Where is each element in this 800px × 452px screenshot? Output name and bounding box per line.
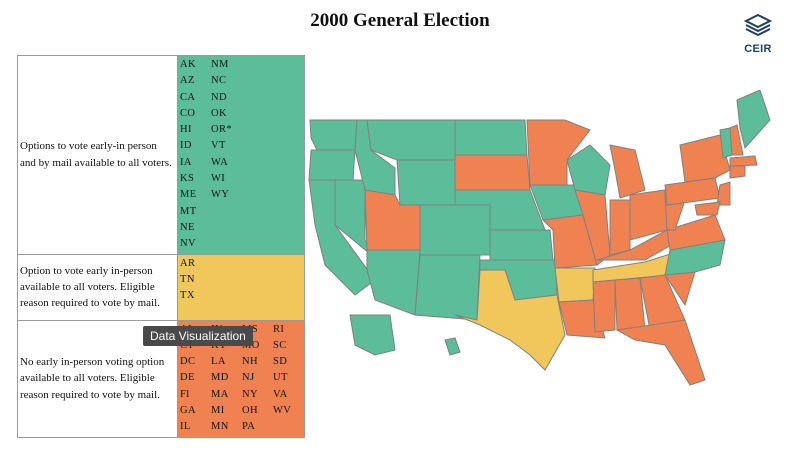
tooltip: Data Visualization bbox=[143, 326, 253, 346]
state-shape-ar[interactable] bbox=[554, 267, 596, 303]
state-abbrev: ME bbox=[180, 189, 197, 201]
legend-states-green: AK NM AZ NC CA ND CO OK HI OR* ID VT IA WA KS WI ME WY MT N… bbox=[177, 55, 305, 255]
state-abbrev bbox=[273, 419, 304, 435]
state-shape-pa[interactable] bbox=[664, 177, 721, 206]
state-abbrev: TN bbox=[180, 273, 195, 285]
page-title: 2000 General Election bbox=[310, 10, 490, 31]
state-abbrev: WY bbox=[211, 189, 230, 201]
state-abbrev: MN bbox=[211, 421, 229, 433]
state-abbrev: WI bbox=[211, 173, 226, 185]
state-abbrev: GA bbox=[180, 405, 196, 417]
stack-icon bbox=[743, 13, 773, 37]
state-abbrev: OH bbox=[242, 405, 258, 417]
ceir-logo[interactable]: CEIR bbox=[740, 13, 776, 58]
logo-text: CEIR bbox=[744, 43, 772, 55]
state-shape-ct[interactable] bbox=[729, 165, 746, 179]
state-abbrev: AZ bbox=[180, 75, 195, 87]
state-abbrev: AK bbox=[180, 59, 196, 70]
state-abbrev: OK bbox=[211, 107, 227, 119]
state-abbrev: NM bbox=[211, 59, 229, 70]
state-abbrev: VT bbox=[211, 140, 226, 152]
state-shape-nj[interactable] bbox=[716, 181, 731, 206]
state-abbrev: KS bbox=[180, 173, 195, 185]
state-abbrev: ND bbox=[211, 91, 227, 103]
state-abbrev: SD bbox=[273, 356, 288, 368]
state-abbrev: AR bbox=[180, 257, 196, 269]
state-abbrev: WV bbox=[273, 405, 292, 417]
us-map[interactable] bbox=[305, 90, 775, 390]
state-abbrev: VA bbox=[273, 388, 288, 400]
state-abbrev: TX bbox=[180, 290, 195, 302]
state-shape-hi[interactable] bbox=[444, 337, 461, 356]
state-shape-mt[interactable] bbox=[366, 119, 456, 161]
state-abbrev: PA bbox=[242, 421, 256, 433]
state-abbrev: NY bbox=[242, 388, 258, 400]
state-abbrev: NC bbox=[211, 75, 227, 87]
state-list-yellow: AR TN TX bbox=[178, 255, 304, 306]
state-abbrev bbox=[211, 220, 242, 236]
state-shape-al[interactable] bbox=[614, 277, 646, 331]
state-shape-wi[interactable] bbox=[566, 144, 611, 196]
state-abbrev: CA bbox=[180, 91, 196, 103]
state-abbrev: LA bbox=[211, 356, 226, 368]
state-abbrev: IA bbox=[180, 156, 192, 168]
state-shape-nm[interactable] bbox=[414, 254, 481, 321]
legend-desc-green: Options to vote early-in person and by m… bbox=[17, 55, 178, 255]
state-abbrev: Fl bbox=[180, 388, 190, 400]
state-abbrev: IL bbox=[180, 421, 191, 433]
state-shape-nh[interactable] bbox=[729, 124, 744, 156]
state-shape-va[interactable] bbox=[666, 214, 726, 251]
state-shape-co[interactable] bbox=[419, 204, 491, 256]
state-abbrev: WA bbox=[211, 156, 229, 168]
legend-desc-orange: No early in-person voting option availab… bbox=[17, 319, 178, 438]
legend-row-green: Options to vote early-in person and by m… bbox=[17, 55, 305, 255]
state-abbrev: NJ bbox=[242, 372, 255, 384]
state-shape-tx[interactable] bbox=[454, 269, 566, 371]
legend-states-yellow: AR TN TX bbox=[177, 253, 305, 321]
state-abbrev bbox=[211, 204, 242, 220]
state-abbrev: OR* bbox=[211, 124, 233, 136]
state-shape-az[interactable] bbox=[366, 249, 421, 316]
state-abbrev: NH bbox=[242, 356, 258, 368]
state-shape-md[interactable] bbox=[694, 201, 721, 216]
state-shape-wy[interactable] bbox=[396, 159, 456, 206]
state-abbrev: DE bbox=[180, 372, 195, 384]
state-abbrev: SC bbox=[273, 339, 287, 351]
state-abbrev: ID bbox=[180, 140, 192, 152]
state-shape-ks[interactable] bbox=[489, 229, 554, 261]
state-abbrev: RI bbox=[273, 323, 285, 335]
state-shape-mi[interactable] bbox=[609, 144, 646, 199]
state-abbrev: HI bbox=[180, 124, 192, 136]
state-abbrev: NV bbox=[180, 238, 196, 250]
state-abbrev: DC bbox=[180, 356, 196, 368]
state-shape-me[interactable] bbox=[736, 90, 771, 150]
state-shape-or[interactable] bbox=[308, 149, 356, 181]
state-shape-sd[interactable] bbox=[454, 154, 531, 191]
state-shape-in[interactable] bbox=[609, 199, 631, 256]
state-abbrev: MT bbox=[180, 205, 197, 217]
state-abbrev: UT bbox=[273, 372, 288, 384]
state-shape-ma[interactable] bbox=[729, 155, 758, 167]
state-shape-mo[interactable] bbox=[541, 214, 598, 269]
state-shape-la[interactable] bbox=[558, 299, 606, 339]
legend-table: Options to vote early-in person and by m… bbox=[17, 55, 305, 438]
state-shape-wa[interactable] bbox=[309, 119, 358, 151]
legend-row-yellow: Option to vote early in-person available… bbox=[17, 253, 305, 321]
state-abbrev: MI bbox=[211, 405, 225, 417]
state-abbrev bbox=[211, 236, 242, 252]
state-shape-nd[interactable] bbox=[454, 119, 528, 156]
state-abbrev: NE bbox=[180, 221, 195, 233]
state-abbrev: MA bbox=[211, 388, 229, 400]
state-shape-fl[interactable] bbox=[615, 319, 706, 386]
state-list-green: AK NM AZ NC CA ND CO OK HI OR* ID VT IA WA KS WI ME WY MT N… bbox=[178, 56, 304, 254]
state-abbrev: MD bbox=[211, 372, 229, 384]
state-abbrev: CO bbox=[180, 107, 196, 119]
state-shape-ny[interactable] bbox=[679, 134, 731, 183]
state-shape-ak[interactable] bbox=[349, 314, 396, 356]
legend-desc-yellow: Option to vote early in-person available… bbox=[17, 253, 178, 321]
state-shape-ms[interactable] bbox=[592, 279, 616, 333]
